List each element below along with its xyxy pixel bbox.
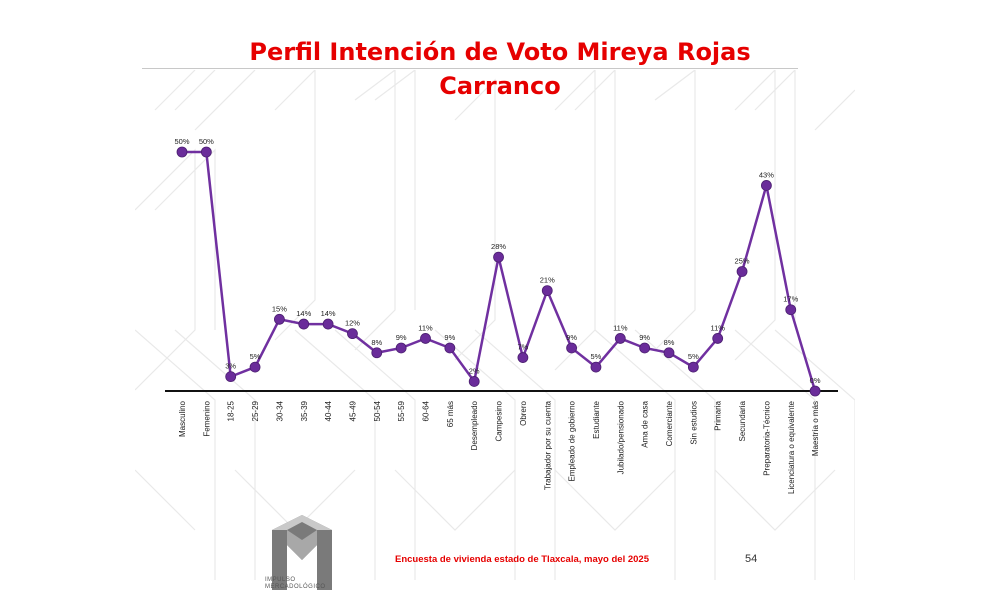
x-tick-label: Comerciante [665,400,674,446]
data-point [639,342,651,354]
x-tick-label: Desempleado [470,400,479,450]
data-label: 28% [491,242,506,251]
x-tick-label: Ama de casa [641,400,650,447]
x-tick-label: Estudiante [592,400,601,438]
x-tick-label: 50-54 [373,400,382,421]
data-label: 43% [759,170,774,179]
data-label: 9% [444,333,455,342]
x-tick-label: 65 más [446,401,455,427]
data-label: 11% [710,323,725,332]
data-point [809,385,821,397]
data-point [712,333,724,344]
x-tick-label: Trabajador por su cuenta [543,400,552,490]
data-point [347,328,358,340]
data-label: 5% [591,352,602,361]
series-line [182,150,817,392]
x-tick-label: Jubilado/pensionado [616,400,625,474]
data-point [493,251,504,263]
x-tick-label: Femenino [202,400,211,436]
x-tick-label: 45-49 [348,400,357,421]
data-label: 25% [735,257,750,266]
data-label: 50% [174,137,189,146]
data-label: 11% [418,323,433,332]
data-point [590,361,602,373]
data-label: 7% [517,343,528,352]
data-point [468,376,480,387]
x-tick-label: Maestría o más [811,401,820,456]
data-point [200,146,212,158]
data-label: 8% [371,338,382,347]
data-point [249,361,261,373]
data-point [541,285,553,297]
x-tick-label: Primaria [714,400,723,430]
footer-source: Encuesta de vivienda estado de Tlaxcala,… [395,554,649,565]
data-label: 17% [783,295,798,304]
data-point [785,304,797,316]
data-point [273,313,285,325]
x-tick-label: 18-25 [227,400,236,421]
data-point [663,347,675,359]
x-tick-label: 30-34 [275,400,284,421]
data-label: 15% [272,304,287,313]
x-tick-label: Obrero [519,400,528,425]
title-divider [142,68,798,69]
data-label: 9% [396,333,407,342]
data-label: 5% [688,352,699,361]
chart-title-line2: Carranco [439,72,561,100]
x-tick-label: 60-64 [422,400,431,421]
logo-wordmark: IMPULSO MERCADOLÓGICO [265,577,326,590]
data-point [687,361,699,373]
data-point [736,266,748,277]
data-label: 3% [225,362,236,371]
data-label: 9% [639,333,650,342]
company-logo [272,515,332,590]
data-label: 9% [566,333,577,342]
data-label: 0% [810,376,821,385]
x-tick-label: Licenciatura o equivalente [787,400,796,494]
data-label: 12% [345,319,360,328]
data-point [371,347,383,359]
data-point [420,333,431,344]
data-point [517,352,529,363]
data-label: 50% [199,137,214,146]
x-tick-label: Secundaria [738,400,747,441]
x-tick-label: Masculino [178,400,187,437]
data-label: 2% [469,366,480,375]
x-tick-label: 55-59 [397,400,406,421]
data-point [298,318,310,330]
x-tick-label: 35-39 [300,400,309,421]
data-point [176,146,188,158]
data-label: 5% [250,352,261,361]
data-label: 14% [321,309,336,318]
data-point [322,318,334,330]
data-point [761,180,772,191]
x-tick-label: Sin estudios [689,401,698,445]
data-label: 11% [613,323,628,332]
data-label: 8% [664,338,675,347]
x-tick-label: Empleado de gobierno [568,400,577,481]
data-label: 21% [540,276,555,285]
page-number: 54 [745,553,758,565]
data-point [225,371,237,383]
x-tick-label: Preparatoria-Técnico [762,400,771,475]
x-tick-label: 25-29 [251,400,260,421]
data-point [395,342,407,354]
chart-title-line1: Perfil Intención de Voto Mireya Rojas [249,38,751,66]
x-tick-label: 40-44 [324,400,333,421]
data-label: 14% [296,309,311,318]
data-point [614,333,626,344]
data-point [566,342,577,354]
data-point [444,342,456,354]
x-tick-label: Campesino [495,400,504,441]
